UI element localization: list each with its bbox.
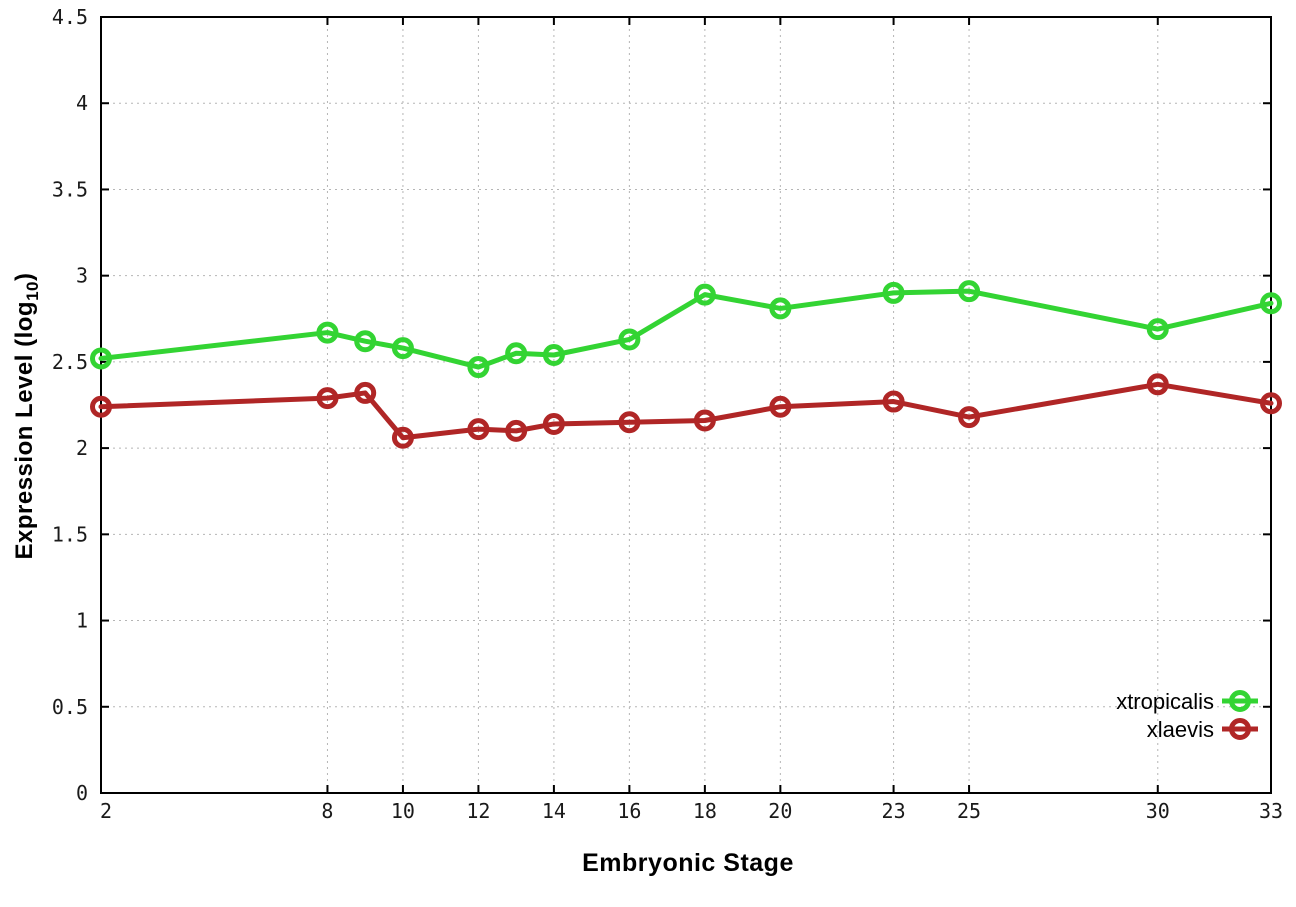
- data-point-xtropicalis: [354, 330, 377, 353]
- data-point-xlaevis: [958, 406, 981, 429]
- data-point-xlaevis: [882, 390, 905, 413]
- data-point-xtropicalis: [505, 342, 528, 365]
- y-tick-label: 4: [76, 91, 88, 115]
- data-point-xlaevis: [693, 409, 716, 432]
- data-point-xlaevis: [1260, 392, 1282, 415]
- data-point-xlaevis: [769, 395, 792, 418]
- data-point-xtropicalis: [90, 347, 112, 370]
- legend-marker-xtropicalis: [1229, 690, 1251, 712]
- data-point-xtropicalis: [1146, 318, 1169, 341]
- data-point-xlaevis: [391, 426, 414, 449]
- x-tick-label: 23: [882, 799, 906, 823]
- data-point-xtropicalis: [1260, 292, 1282, 315]
- y-tick-label: 4.5: [52, 5, 88, 29]
- data-point-xlaevis: [90, 395, 112, 418]
- x-tick-label: 25: [957, 799, 981, 823]
- y-tick-label: 1: [76, 609, 88, 633]
- y-axis-title-subscript: 10: [23, 281, 42, 301]
- y-tick-label: 3.5: [52, 177, 88, 201]
- data-point-xtropicalis: [391, 337, 414, 360]
- series-line-xtropicalis: [98, 288, 1274, 370]
- data-point-xtropicalis: [882, 281, 905, 304]
- data-point-xlaevis: [618, 411, 641, 434]
- x-tick-label: 10: [391, 799, 415, 823]
- y-tick-label: 1.5: [52, 522, 88, 546]
- data-point-xtropicalis: [467, 356, 490, 379]
- data-point-xtropicalis: [618, 328, 641, 351]
- data-point-xlaevis: [505, 419, 528, 442]
- x-tick-label: 20: [768, 799, 792, 823]
- data-point-xlaevis: [1146, 373, 1169, 396]
- data-point-xtropicalis: [958, 280, 981, 303]
- data-point-xlaevis: [354, 381, 377, 404]
- data-point-xtropicalis: [693, 283, 716, 306]
- legend-label-xlaevis: xlaevis: [1147, 717, 1214, 742]
- data-point-xtropicalis: [316, 321, 339, 344]
- data-point-xlaevis: [316, 387, 339, 410]
- y-axis-title: Expression Level (log10): [11, 273, 42, 560]
- legend-label-xtropicalis: xtropicalis: [1116, 689, 1214, 714]
- y-tick-label: 3: [76, 264, 88, 288]
- data-point-xlaevis: [467, 418, 490, 441]
- x-tick-label: 12: [466, 799, 490, 823]
- plot-border: [100, 16, 1272, 794]
- x-tick-label: 16: [617, 799, 641, 823]
- x-tick-label: 14: [542, 799, 566, 823]
- series-line-xlaevis: [98, 381, 1274, 441]
- legend-marker-xlaevis: [1229, 718, 1251, 740]
- data-point-xtropicalis: [769, 297, 792, 320]
- y-tick-label: 2.5: [52, 350, 88, 374]
- x-tick-label: 33: [1259, 799, 1283, 823]
- x-tick-label: 30: [1146, 799, 1170, 823]
- x-axis-title: Embryonic Stage: [582, 849, 794, 877]
- data-point-xlaevis: [542, 412, 565, 435]
- y-tick-label: 0: [76, 781, 88, 805]
- x-tick-label: 2: [100, 799, 112, 823]
- y-tick-label: 0.5: [52, 695, 88, 719]
- y-axis-title-text: Expression Level (log: [11, 300, 38, 560]
- x-tick-label: 8: [321, 799, 333, 823]
- x-tick-label: 18: [693, 799, 717, 823]
- y-tick-label: 2: [76, 436, 88, 460]
- data-point-xtropicalis: [542, 343, 565, 366]
